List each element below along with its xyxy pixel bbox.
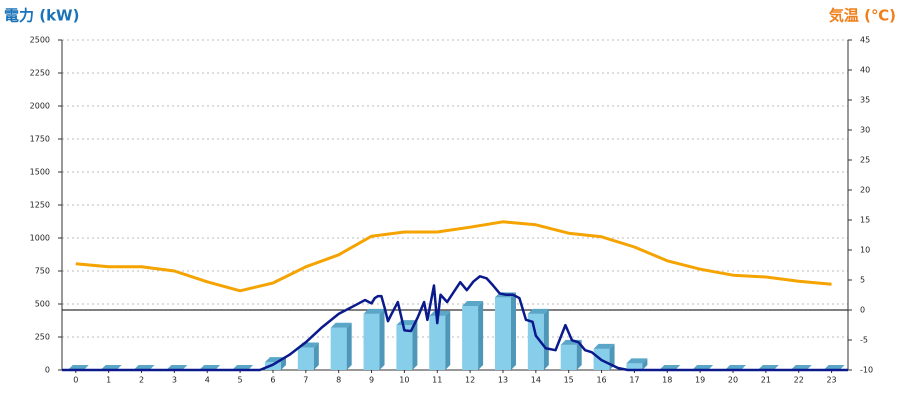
x-tick-label: 13 (498, 376, 508, 385)
y-tick-label: 2250 (30, 69, 50, 78)
x-tick-label: 1 (106, 376, 111, 385)
bar-face (363, 308, 385, 314)
bar (494, 292, 516, 370)
bar-face (527, 308, 549, 314)
x-tick-label: 5 (238, 376, 243, 385)
x-tick-label: 15 (564, 376, 574, 385)
bar-face (330, 322, 352, 328)
bar-face (560, 344, 577, 370)
left-axis-title: 電力 (kW) (4, 7, 79, 25)
x-tick-label: 17 (629, 376, 639, 385)
bar (363, 308, 385, 370)
bar-face (478, 300, 484, 370)
x-tick-label: 4 (205, 376, 210, 385)
bar (330, 322, 352, 370)
bar-face (626, 363, 643, 370)
x-tick-label: 6 (270, 376, 275, 385)
bar-face (494, 297, 511, 370)
line (62, 275, 848, 372)
bar-face (429, 310, 451, 316)
y-tick-label: 1750 (30, 135, 50, 144)
y-tick-label: 750 (35, 267, 50, 276)
y2-tick-label: -5 (860, 336, 868, 345)
bar (429, 310, 451, 370)
x-tick-label: 9 (369, 376, 374, 385)
bar (462, 300, 484, 370)
y2-tick-label: 5 (860, 276, 865, 285)
y2-tick-label: 0 (860, 306, 865, 315)
x-tick-label: 16 (596, 376, 606, 385)
y2-tick-label: 10 (860, 246, 870, 255)
x-tick-label: 23 (826, 376, 836, 385)
bar-face (543, 308, 549, 370)
bar (527, 308, 549, 370)
bar-face (593, 343, 615, 349)
bar-face (462, 300, 484, 306)
bar-face (642, 358, 648, 370)
bar-face (527, 313, 544, 370)
x-tick-label: 8 (336, 376, 341, 385)
x-tick-label: 14 (531, 376, 541, 385)
bar-face (412, 320, 418, 370)
x-tick-label: 7 (303, 376, 308, 385)
x-tick-label: 2 (139, 376, 144, 385)
bar-face (346, 322, 352, 370)
bar-face (576, 339, 582, 370)
x-tick-label: 22 (794, 376, 804, 385)
bar-face (280, 357, 286, 370)
bar-face (297, 347, 314, 370)
y2-tick-label: 15 (860, 216, 870, 225)
bar-face (379, 308, 385, 370)
bar-face (429, 315, 446, 370)
bar-face (330, 327, 347, 370)
bar-face (462, 305, 479, 370)
y-tick-label: 1250 (30, 201, 50, 210)
y2-tick-label: 20 (860, 186, 870, 195)
x-tick-label: 21 (761, 376, 771, 385)
y-tick-label: 1000 (30, 234, 50, 243)
bar (560, 339, 582, 370)
x-tick-label: 19 (695, 376, 705, 385)
bar-face (396, 325, 413, 370)
y2-tick-label: 30 (860, 126, 870, 135)
y-tick-label: 250 (35, 333, 50, 342)
y2-tick-label: 45 (860, 36, 870, 45)
y-tick-label: 500 (35, 300, 50, 309)
y-tick-label: 2500 (30, 36, 50, 45)
y-tick-label: 2000 (30, 102, 50, 111)
bar (396, 320, 418, 370)
y-tick-label: 1500 (30, 168, 50, 177)
line (75, 220, 832, 293)
bar-face (313, 342, 319, 370)
bar-face (510, 292, 516, 370)
bar-face (445, 310, 451, 370)
y-tick-label: 0 (45, 366, 50, 375)
x-tick-label: 0 (73, 376, 78, 385)
bar (626, 358, 648, 370)
y2-tick-label: 40 (860, 66, 870, 75)
bar-face (363, 313, 380, 370)
x-tick-label: 20 (728, 376, 738, 385)
bar-face (626, 358, 648, 364)
x-tick-label: 11 (432, 376, 442, 385)
y2-tick-label: 25 (860, 156, 870, 165)
y2-tick-label: -10 (860, 366, 873, 375)
x-tick-label: 10 (399, 376, 409, 385)
right-axis-title: 気温 (℃) (829, 7, 896, 25)
x-tick-label: 3 (172, 376, 177, 385)
x-tick-label: 12 (465, 376, 475, 385)
y2-tick-label: 35 (860, 96, 870, 105)
x-tick-label: 18 (662, 376, 672, 385)
